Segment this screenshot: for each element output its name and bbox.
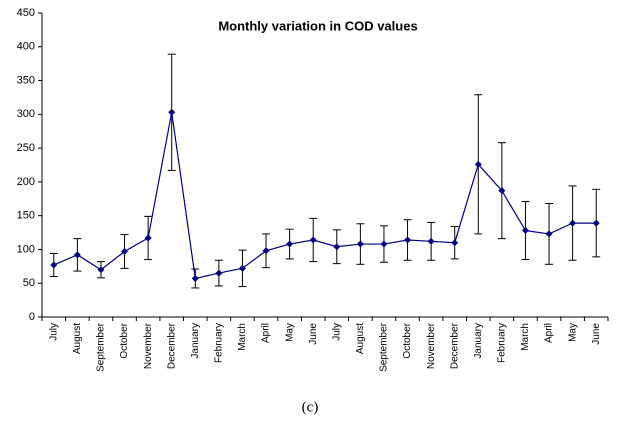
- marker: [144, 234, 152, 242]
- x-tick-label: November: [143, 322, 154, 369]
- y-tick-label: 450: [17, 7, 35, 19]
- caption: (c): [302, 399, 319, 415]
- y-tick-label: 50: [23, 277, 35, 289]
- x-tick-label: November: [426, 322, 437, 369]
- marker: [50, 261, 58, 269]
- marker: [238, 264, 246, 272]
- marker: [498, 187, 506, 195]
- x-tick-label: April: [544, 323, 555, 343]
- x-tick-label: March: [237, 323, 248, 351]
- marker: [451, 239, 459, 247]
- marker: [404, 236, 412, 244]
- x-tick-label: December: [166, 322, 177, 369]
- x-tick-label: July: [48, 323, 59, 341]
- marker: [97, 266, 105, 274]
- marker: [309, 236, 317, 244]
- x-tick-label: September: [379, 322, 390, 372]
- marker: [333, 243, 341, 251]
- x-tick-label: August: [72, 323, 83, 354]
- marker: [474, 160, 482, 168]
- data-line: [53, 112, 597, 280]
- y-tick-label: 300: [17, 108, 35, 120]
- y-tick-label: 350: [17, 74, 35, 86]
- y-tick-label: 150: [17, 210, 35, 222]
- marker: [168, 108, 176, 116]
- marker: [191, 274, 199, 282]
- marker: [356, 240, 364, 248]
- x-tick-label: September: [96, 322, 107, 372]
- marker: [286, 240, 294, 248]
- marker: [121, 247, 129, 255]
- x-tick-label: March: [520, 323, 531, 351]
- y-tick-label: 400: [17, 41, 35, 53]
- marker: [262, 247, 270, 255]
- y-tick-label: 250: [17, 142, 35, 154]
- chart-title: Monthly variation in COD values: [218, 18, 417, 33]
- marker: [427, 237, 435, 245]
- marker: [592, 219, 600, 227]
- y-tick-label: 100: [17, 243, 35, 255]
- x-tick-label: January: [190, 323, 201, 359]
- x-tick-label: January: [473, 323, 484, 359]
- x-tick-label: December: [449, 322, 460, 369]
- x-tick-label: October: [119, 322, 130, 358]
- x-tick-label: February: [214, 323, 225, 363]
- x-tick-label: April: [261, 323, 272, 343]
- x-tick-label: October: [402, 322, 413, 358]
- marker: [380, 240, 388, 248]
- marker: [73, 251, 81, 259]
- x-tick-label: July: [331, 323, 342, 341]
- x-tick-label: August: [355, 323, 366, 354]
- x-tick-label: May: [567, 323, 578, 342]
- y-tick-label: 0: [29, 311, 35, 323]
- x-tick-label: June: [591, 323, 602, 345]
- x-tick-label: May: [284, 323, 295, 342]
- x-tick-label: February: [497, 323, 508, 363]
- marker: [215, 269, 223, 277]
- marker: [569, 219, 577, 227]
- marker: [545, 230, 553, 238]
- marker: [521, 227, 529, 235]
- y-tick-label: 200: [17, 176, 35, 188]
- x-tick-label: June: [308, 323, 319, 345]
